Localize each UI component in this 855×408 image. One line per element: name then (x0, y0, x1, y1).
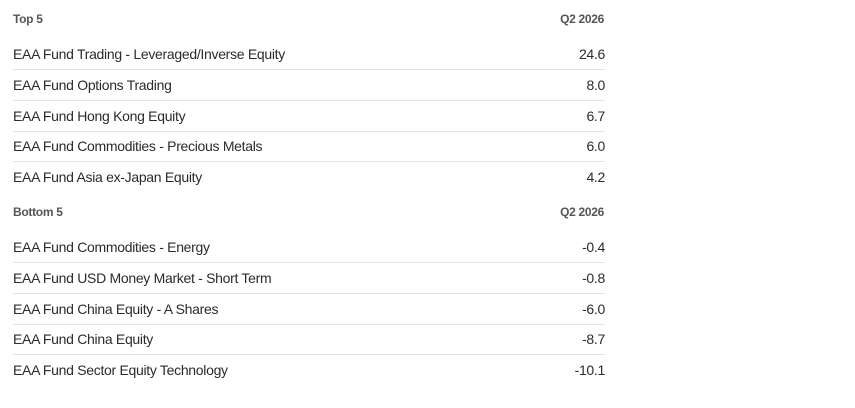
section-title: Bottom 5 (13, 205, 63, 219)
fund-name: EAA Fund USD Money Market - Short Term (13, 269, 272, 286)
fund-name: EAA Fund Commodities - Energy (13, 239, 210, 255)
section-title: Top 5 (13, 12, 43, 26)
column-header: Q2 2026 (560, 12, 604, 26)
fund-return: 6.7 (586, 107, 605, 124)
fund-return: 4.2 (586, 169, 605, 186)
column-header: Q2 2026 (560, 205, 604, 219)
row-divider (13, 262, 605, 263)
row-divider (13, 354, 605, 356)
fund-return: -0.8 (582, 269, 605, 286)
row-divider (13, 130, 605, 132)
fund-return: -0.4 (582, 239, 605, 255)
fund-name: EAA Fund Asia ex-Japan Equity (13, 169, 202, 186)
fund-return: 6.0 (586, 138, 605, 155)
fund-name: EAA Fund Sector Equity Technology (13, 362, 228, 379)
fund-return: -8.7 (582, 331, 605, 348)
row-divider (13, 69, 605, 70)
fund-return: 24.6 (578, 46, 605, 62)
fund-name: EAA Fund Options Trading (13, 76, 172, 93)
row-divider (13, 161, 605, 163)
fund-return: -6.0 (582, 300, 605, 317)
row-divider (13, 292, 605, 294)
fund-name: EAA Fund Hong Kong Equity (13, 107, 186, 124)
row-divider (13, 99, 605, 101)
fund-return: -10.1 (574, 362, 606, 379)
fund-return: 8.0 (586, 76, 605, 93)
row-divider (13, 323, 605, 325)
fund-name: EAA Fund China Equity - A Shares (13, 300, 219, 317)
fund-name: EAA Fund Trading - Leveraged/Inverse Equ… (13, 46, 285, 62)
fund-name: EAA Fund China Equity (13, 331, 154, 348)
fund-name: EAA Fund Commodities - Precious Metals (13, 138, 263, 155)
